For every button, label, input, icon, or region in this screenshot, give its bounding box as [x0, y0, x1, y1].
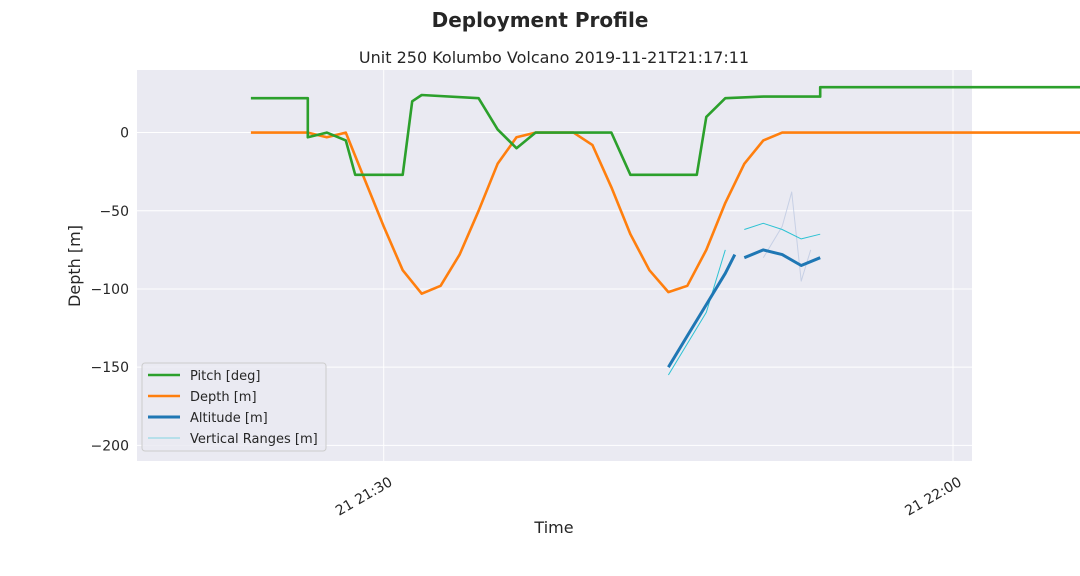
legend-label: Altitude [m] [190, 411, 268, 426]
altitude-line [667, 253, 737, 368]
figure-suptitle: Deployment Profile [432, 8, 649, 32]
y-tick-label: 0 [120, 126, 129, 142]
altitude-line [743, 248, 821, 267]
axes-title: Unit 250 Kolumbo Volcano 2019-11-21T21:1… [359, 48, 749, 67]
vertical-ranges-line [744, 222, 821, 240]
y-tick-label: −50 [99, 204, 129, 220]
y-tick-label: −100 [91, 282, 129, 298]
legend-label: Vertical Ranges [m] [190, 432, 318, 447]
legend-label: Pitch [deg] [190, 369, 260, 384]
y-tick-label: −200 [91, 438, 129, 454]
depth-line [250, 131, 1080, 295]
vertical-ranges-line [667, 249, 726, 376]
y-tick-labels: 0 −50 −100 −150 −200 [91, 126, 129, 455]
pitch-line [250, 85, 1080, 177]
legend: Pitch [deg] Depth [m] Altitude [m] Vertical… [141, 362, 327, 452]
x-axis-label: Time [533, 518, 573, 537]
y-tick-label: −150 [91, 360, 129, 376]
data-series [250, 85, 1080, 376]
y-axis-label: Depth [m] [65, 225, 84, 307]
vertical-ranges-secondary-line [762, 191, 812, 282]
legend-box [141, 362, 327, 452]
legend-label: Depth [m] [190, 390, 257, 405]
